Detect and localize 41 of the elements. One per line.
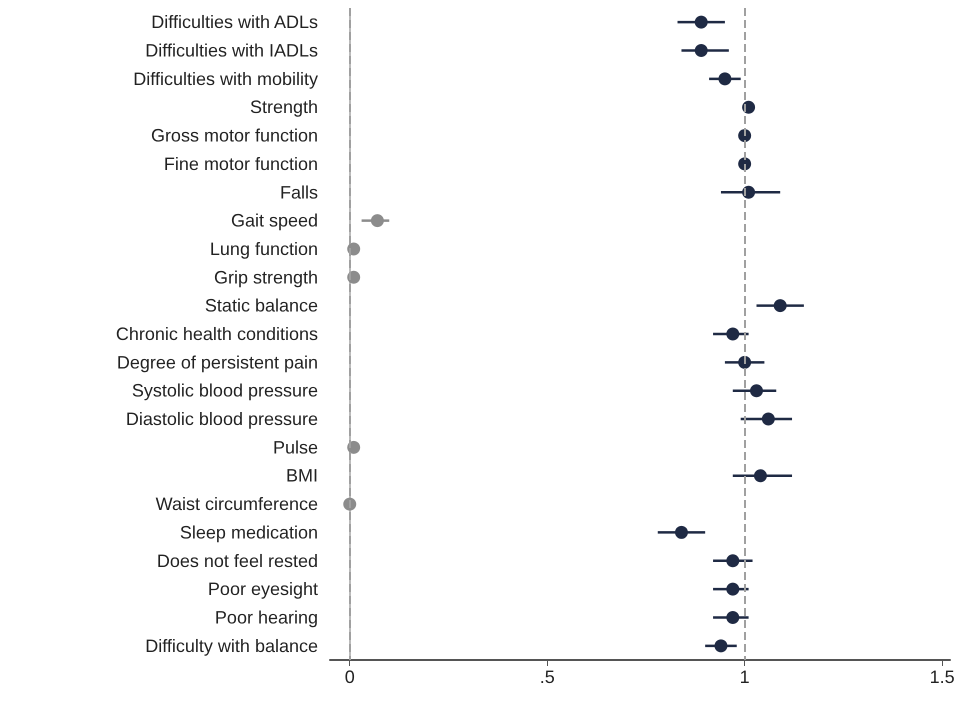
point [762, 412, 775, 426]
point [774, 299, 787, 312]
y-tick-label: Strength [250, 97, 318, 118]
y-tick-label: Fine motor function [164, 154, 318, 174]
x-tick-label: 1.5 [930, 667, 955, 687]
y-tick-label: Systolic blood pressure [132, 380, 318, 401]
point [694, 44, 708, 58]
y-tick-label: Difficulty with balance [145, 636, 318, 656]
y-tick-label: Gross motor function [150, 126, 318, 146]
point [754, 469, 767, 482]
y-tick-label: Difficulties with ADLs [151, 12, 318, 32]
point [714, 639, 728, 652]
y-tick-label: Lung function [210, 238, 318, 259]
y-tick-label: Diastolic blood pressure [126, 409, 318, 430]
y-tick-label: BMI [286, 466, 318, 486]
x-tick-label: 1 [740, 667, 750, 687]
y-tick-label: Degree of persistent pain [116, 352, 318, 372]
y-tick-label: Does not feel rested [156, 550, 318, 571]
point [694, 16, 708, 29]
x-tick-label: 0 [344, 667, 355, 687]
y-tick-label: Waist circumference [156, 494, 318, 514]
x-tick-label: .5 [540, 667, 555, 687]
y-tick-label: Sleep medication [180, 522, 318, 542]
point [370, 214, 384, 228]
point [726, 328, 740, 340]
y-tick-label: Chronic health conditions [116, 324, 318, 344]
y-tick-label: Poor hearing [214, 607, 318, 628]
point [726, 554, 740, 568]
point [726, 610, 740, 624]
y-tick-label: Grip strength [214, 267, 318, 288]
y-tick-label: Pulse [272, 437, 318, 458]
y-tick-label: Gait speed [230, 210, 318, 231]
point [750, 384, 763, 398]
point [674, 526, 688, 539]
y-tick-label: Poor eyesight [208, 579, 318, 600]
y-tick-label: Difficulties with mobility [133, 68, 318, 89]
y-tick-label: Falls [280, 182, 318, 202]
y-tick-label: Difficulties with IADLs [145, 40, 318, 61]
y-tick-label: Static balance [204, 296, 318, 316]
point [718, 72, 732, 86]
point [726, 582, 740, 596]
